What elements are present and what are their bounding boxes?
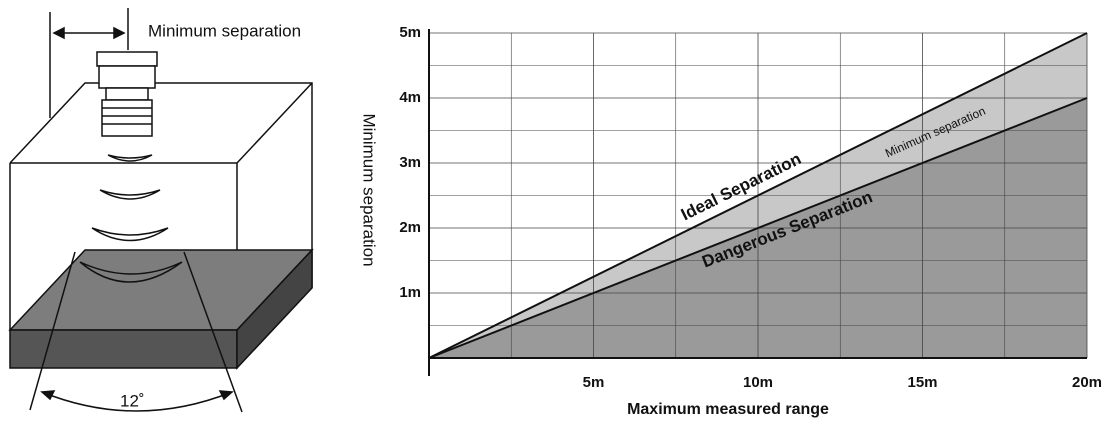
chart: 1m 2m 3m 4m 5m 5m 10m 15m 20m Maximum measured ra… <box>360 24 1103 418</box>
x-axis-label: Maximum measured range <box>627 401 829 418</box>
sensor-thread <box>102 100 152 136</box>
x-tick-label: 10m <box>743 374 773 391</box>
page: Minimum separation 12˚ 1m 2m 3m 4m 5m 5m 10m 15… <box>0 0 1112 425</box>
separation-label: Minimum separation <box>148 21 301 40</box>
sensor-head <box>97 52 157 66</box>
wave <box>100 190 160 199</box>
x-tick-label: 20m <box>1072 374 1102 391</box>
wave <box>92 228 168 241</box>
sensor-neck <box>106 88 148 100</box>
angle-label: 12˚ <box>120 391 145 410</box>
y-tick-label: 3m <box>399 154 421 171</box>
y-axis-label: Minimum separation <box>360 113 379 266</box>
y-tick-label: 2m <box>399 219 421 236</box>
x-tick-label: 15m <box>907 374 937 391</box>
sensor-diagram <box>10 8 312 412</box>
y-tick-label: 1m <box>399 284 421 301</box>
wave <box>108 155 152 161</box>
y-tick-label: 4m <box>399 89 421 106</box>
sensor-body <box>99 66 155 88</box>
y-tick-label: 5m <box>399 24 421 41</box>
x-tick-label: 5m <box>583 374 605 391</box>
